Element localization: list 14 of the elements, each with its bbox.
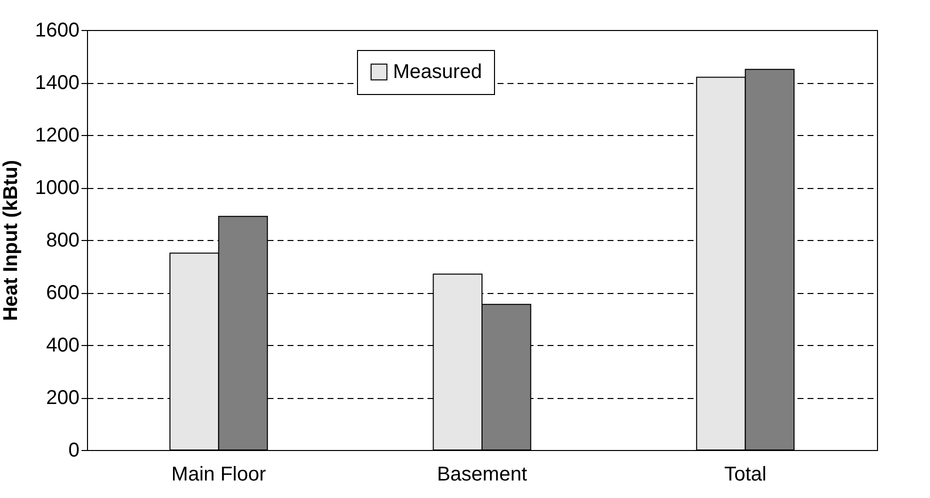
y-tick-label: 400 [46,334,80,356]
y-tick-label: 800 [46,230,80,252]
legend-label: Measured [393,61,482,83]
y-tick-label: 200 [46,387,80,409]
y-tick-label: 0 [68,440,80,462]
y-tick-label: 1000 [35,177,80,199]
x-tick-label: Main Floor [171,464,266,486]
y-tick-label: 1200 [35,124,80,146]
x-tick-label: Total [724,464,766,486]
y-tick-label: 1600 [35,20,80,42]
y-tick-label: 1400 [35,72,80,94]
y-tick-label: 600 [46,282,80,304]
x-tick-label: Basement [436,464,528,486]
y-axis-title: Heat Input (kBtu) [0,160,22,322]
